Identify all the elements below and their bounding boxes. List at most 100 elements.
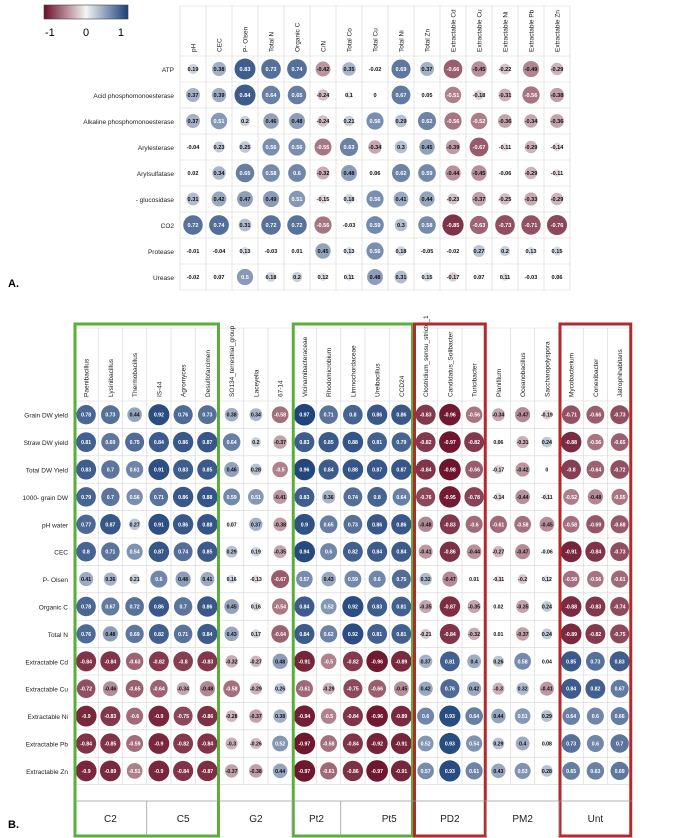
- corr-value-r4-c2: 0.65: [240, 171, 251, 177]
- corr-circle-r12-c1: [100, 733, 121, 754]
- corr-value-r7-c10: 0.52: [324, 605, 334, 611]
- corr-value-r5-c4: 0.51: [292, 197, 303, 203]
- corr-circle-r8-c10: [319, 625, 338, 643]
- corr-value-r10-c6: -0.58: [226, 687, 238, 693]
- corr-circle-r12-c20: [561, 734, 581, 753]
- corr-circle-r7-c1: [216, 248, 222, 254]
- corr-value-r11-c21: 0.6: [592, 714, 599, 720]
- corr-circle-r10-c8: [274, 683, 286, 695]
- corr-circle-r0-c12: [499, 63, 511, 75]
- corr-value-r1-c4: 0.65: [292, 93, 303, 99]
- corr-circle-r2-c13: [391, 459, 412, 480]
- corr-value-r2-c21: -0.64: [589, 468, 601, 474]
- corr-value-r9-c13: -0.89: [395, 659, 407, 665]
- corr-value-r0-c15: -0.96: [444, 413, 456, 419]
- corr-value-r0-c21: -0.66: [589, 413, 601, 419]
- corr-value-r12-c8: 0.52: [275, 742, 285, 748]
- corr-circle-r12-c15: [439, 732, 461, 755]
- corr-value-r7-c14: -0.35: [420, 605, 432, 611]
- corr-circle-r8-c7: [367, 269, 383, 285]
- panel-b-label: B.: [8, 819, 19, 831]
- group-label-c5: C5: [177, 814, 190, 825]
- corr-value-r9-c15: 0.81: [445, 659, 455, 665]
- corr-value-r4-c11: 0.73: [348, 522, 358, 528]
- corr-value-r5-c2: 0.47: [240, 197, 251, 203]
- corr-value-r0-c1: 0.73: [105, 413, 115, 419]
- corr-circle-r9-c20: [560, 651, 582, 672]
- corr-value-r1-c5: 0.87: [202, 440, 212, 446]
- corr-circle-r4-c4: [172, 514, 194, 535]
- corr-value-r3-c13: 0.64: [396, 495, 406, 501]
- corr-circle-r0-c16: [465, 406, 483, 423]
- corr-value-r1-c22: -0.65: [614, 440, 626, 446]
- corr-circle-r13-c21: [586, 762, 605, 780]
- corr-value-r0-c4: 0.76: [178, 413, 188, 419]
- corr-value-r12-c11: -0.84: [347, 742, 359, 748]
- corr-circle-r0-c3: [261, 59, 281, 79]
- column-label-c-n: C/N: [321, 41, 328, 53]
- corr-value-r4-c8: 0.62: [396, 171, 407, 177]
- column-label-saccharopolyspora: Saccharopolyspora: [544, 341, 551, 397]
- corr-circle-r2-c11: [342, 459, 364, 480]
- corr-circle-r5-c7: [366, 190, 384, 208]
- corr-value-r9-c21: 0.73: [590, 659, 600, 665]
- corr-circle-r10-c9: [295, 680, 313, 698]
- corr-circle-r8-c9: [294, 623, 315, 644]
- corr-value-r11-c8: 0.38: [275, 714, 285, 720]
- corr-circle-r0-c10: [319, 405, 338, 424]
- corr-value-r8-c1: 0.07: [214, 275, 225, 281]
- corr-circle-r10-c17: [492, 682, 505, 695]
- corr-circle-r0-c14: [550, 62, 564, 76]
- corr-value-r13-c3: -0.9: [154, 769, 163, 775]
- corr-circle-r3-c11: [469, 137, 489, 157]
- corr-value-r1-c1: 0.69: [105, 440, 115, 446]
- corr-circle-r2-c12: [366, 459, 388, 480]
- corr-value-r8-c4: 0.2: [293, 275, 301, 281]
- corr-circle-r4-c12: [502, 170, 508, 176]
- corr-circle-r6-c13: [391, 569, 411, 589]
- corr-circle-r6-c4: [287, 215, 307, 235]
- corr-value-r11-c10: -0.5: [324, 714, 333, 720]
- corr-circle-r10-c11: [343, 679, 363, 699]
- corr-value-r8-c21: -0.82: [589, 632, 601, 638]
- corr-value-r0-c8: -0.58: [274, 413, 286, 419]
- row-label-total-dw-yield: Total DW Yield: [26, 468, 69, 475]
- corr-value-r3-c19: -0.11: [541, 495, 553, 501]
- corr-circle-r9-c11: [342, 651, 363, 672]
- corr-value-r7-c13: 0.13: [526, 249, 537, 255]
- corr-value-r2-c10: 0.84: [324, 468, 334, 474]
- corr-value-r8-c5: 0.12: [318, 275, 329, 281]
- group-box-pt: [291, 322, 414, 838]
- corr-circle-r8-c8: [271, 625, 289, 643]
- column-label-ph: pH: [191, 43, 198, 52]
- corr-value-r11-c3: -0.9: [154, 714, 163, 720]
- corr-circle-r4-c13: [391, 514, 412, 535]
- corr-circle-r8-c5: [197, 623, 218, 644]
- corr-value-r13-c2: -0.51: [129, 769, 141, 775]
- corr-value-r5-c9: 0.94: [299, 550, 309, 556]
- corr-value-r1-c12: -0.31: [499, 93, 512, 99]
- corr-value-r2-c9: 0.96: [299, 468, 309, 474]
- corr-circle-r7-c2: [240, 246, 250, 256]
- corr-circle-r7-c10: [320, 598, 337, 615]
- corr-circle-r1-c20: [560, 431, 582, 453]
- corr-value-r6-c22: -0.61: [614, 577, 626, 583]
- corr-circle-r10-c2: [125, 679, 144, 698]
- corr-value-r7-c11: 0.92: [348, 605, 358, 611]
- column-label-total-ni: Total Ni: [399, 30, 406, 52]
- corr-circle-r3-c8: [273, 489, 288, 504]
- corr-value-r7-c9: -0.05: [421, 249, 434, 255]
- corr-circle-r5-c16: [466, 544, 482, 559]
- corr-circle-r11-c11: [342, 706, 363, 727]
- corr-circle-r12-c18: [515, 736, 530, 751]
- corr-value-r2-c13: -0.34: [525, 119, 539, 125]
- corr-circle-r7-c8: [396, 246, 406, 256]
- corr-circle-r8-c17: [497, 632, 500, 636]
- corr-value-r0-c1: 0.38: [214, 67, 225, 73]
- corr-circle-r7-c6: [344, 246, 354, 256]
- corr-value-r2-c15: -0.98: [444, 468, 456, 474]
- corr-value-r0-c0: 0.19: [188, 67, 199, 73]
- corr-circle-r2-c0: [186, 114, 200, 128]
- corr-value-r0-c18: -0.47: [517, 413, 529, 419]
- corr-value-r13-c19: 0.28: [542, 769, 552, 775]
